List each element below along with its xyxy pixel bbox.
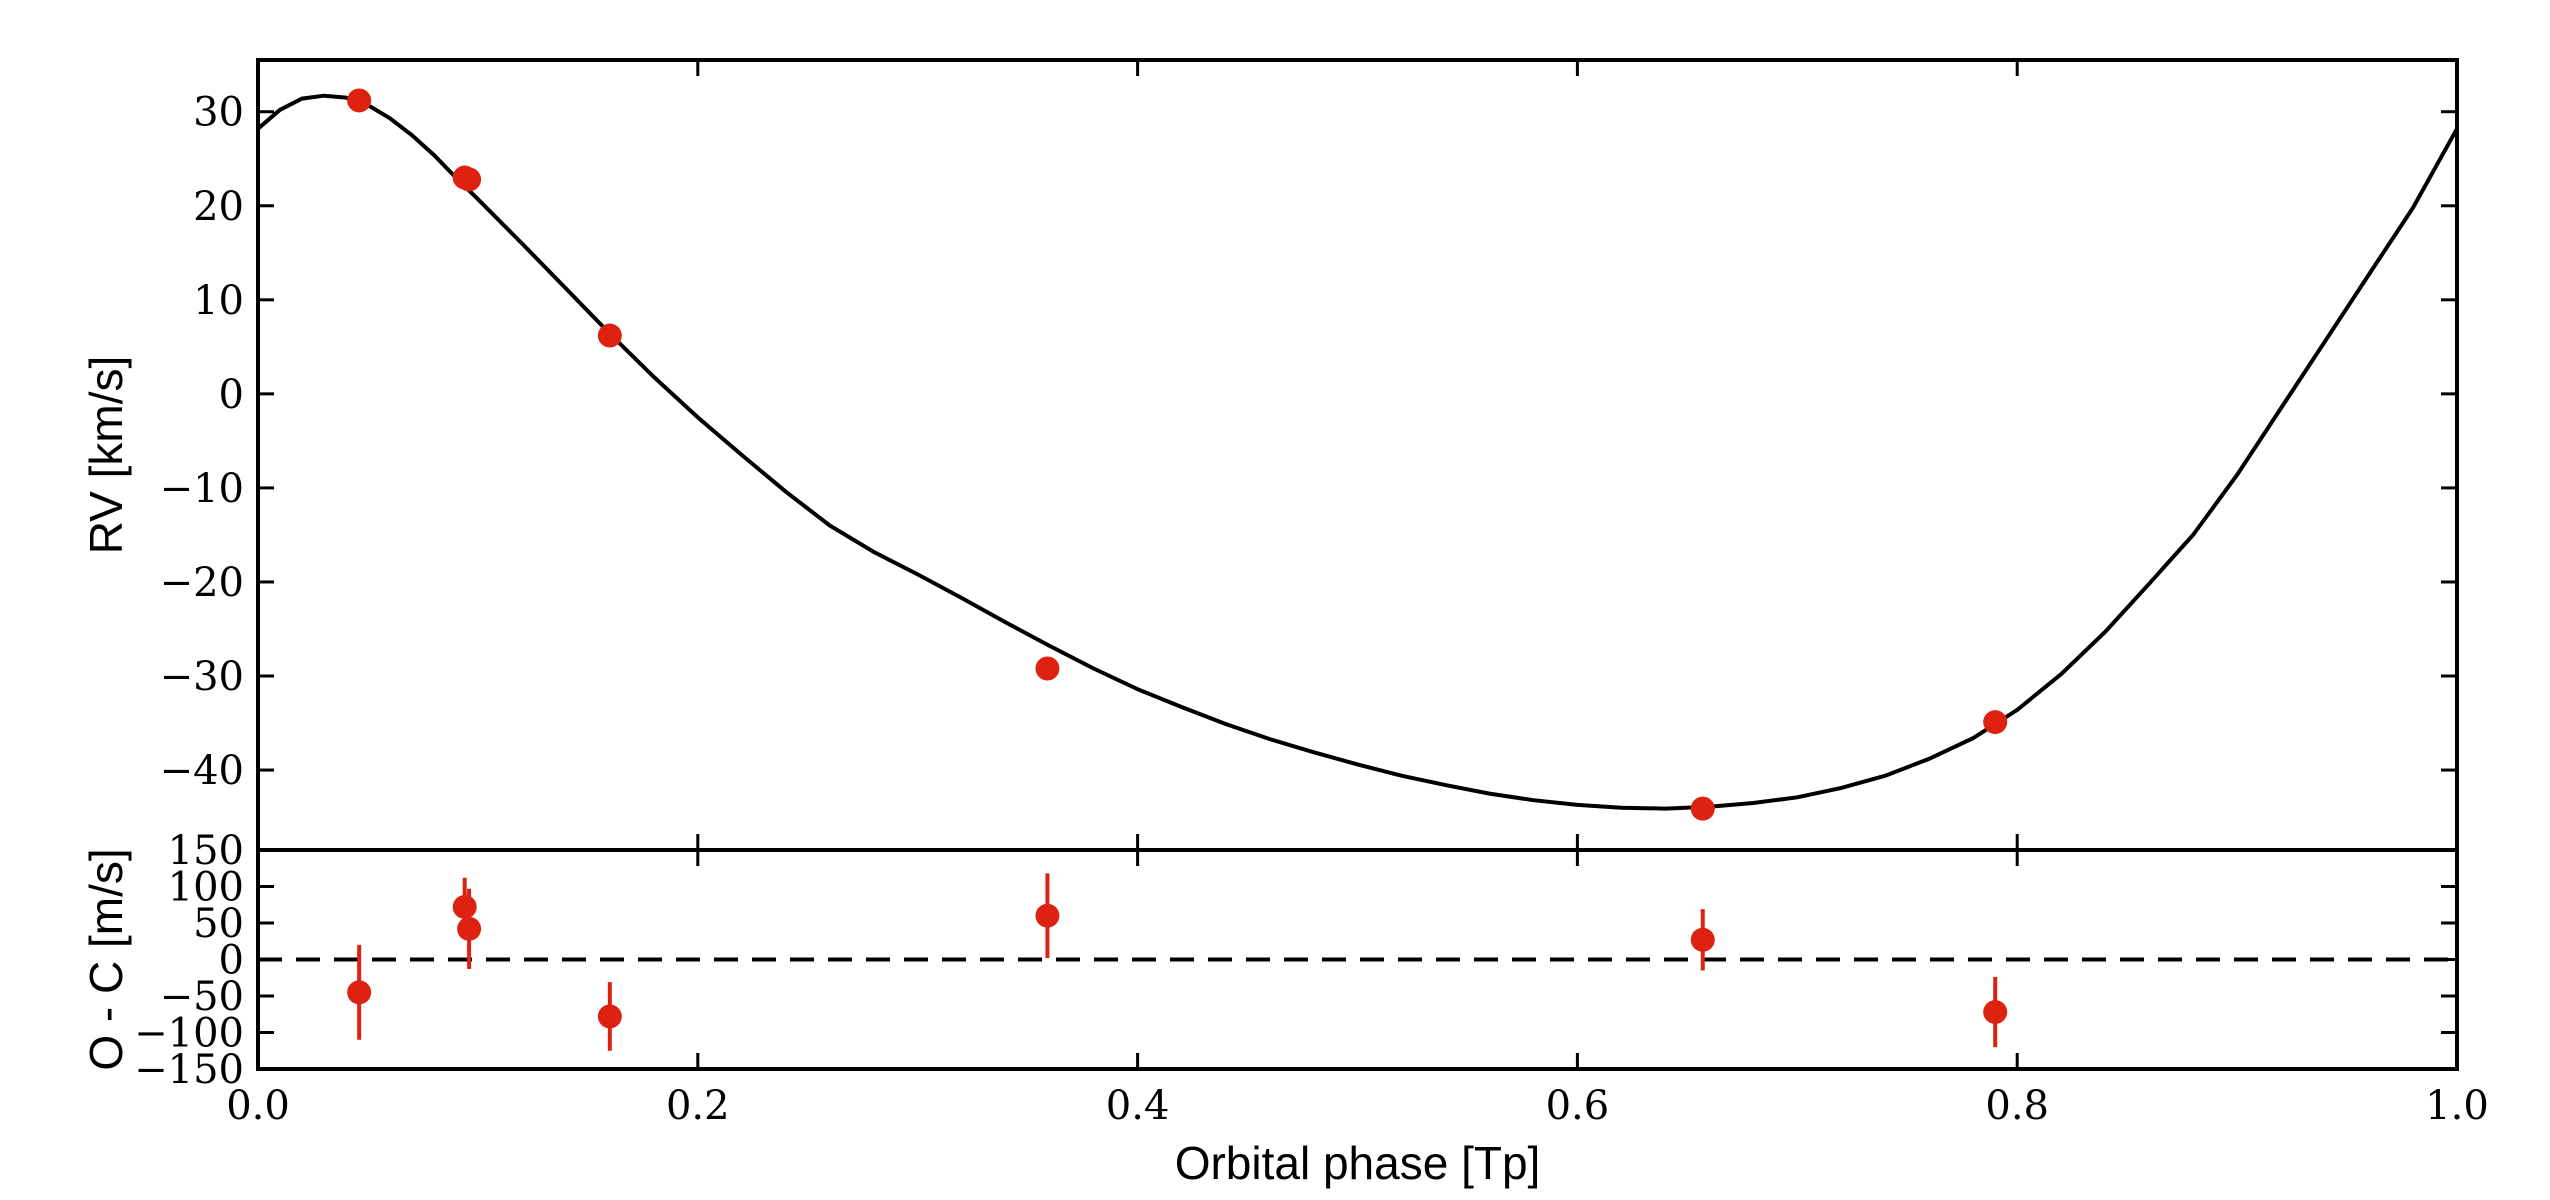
rv-data-point (1690, 796, 1715, 821)
rv-y-tick-label: 30 (193, 90, 244, 136)
x-tick-label: 0.0 (226, 1083, 290, 1129)
residuals-y-tick-label: 100 (168, 865, 244, 911)
residual-data-point (1035, 903, 1060, 928)
rv-panel: 30 20 10 0 −10 −20 −30 −40 RV [km/s] (80, 58, 2459, 852)
residuals-y-tick-label: −50 (160, 974, 244, 1020)
residual-data-point (457, 916, 482, 941)
residual-data-point (597, 1004, 622, 1029)
rv-data-point (457, 167, 482, 192)
x-tick-label: 0.2 (666, 1083, 730, 1129)
rv-y-tick-label: −40 (160, 748, 244, 794)
x-tick-labels: 0.0 0.2 0.4 0.6 0.8 1.0 (226, 1083, 2489, 1129)
residual-data-point (1690, 927, 1715, 952)
rv-y-tick-label: 0 (219, 372, 244, 418)
residuals-y-tick-label: 0 (219, 938, 244, 984)
rv-y-tick-label: 20 (193, 184, 244, 230)
residuals-y-tick-label: −100 (134, 1011, 244, 1057)
x-axis-label: Orbital phase [Tp] (1175, 1137, 1541, 1189)
x-tick-label: 0.8 (1985, 1083, 2049, 1129)
residuals-y-axis-label: O - C [m/s] (80, 848, 132, 1070)
residual-data-point (452, 894, 477, 919)
rv-data-point (1983, 710, 2008, 735)
residual-data-point (347, 980, 372, 1005)
rv-data-points (347, 88, 2008, 821)
residual-data-point (1983, 1000, 2008, 1025)
residuals-y-tick-label: 50 (193, 901, 244, 947)
rv-y-tick-label: −10 (160, 466, 244, 512)
rv-data-point (1035, 656, 1060, 681)
residuals-plot-frame (256, 848, 2459, 1071)
residuals-y-tick-label: 150 (168, 828, 244, 874)
residuals-y-tick-label: −150 (134, 1047, 244, 1093)
rv-y-axis-label: RV [km/s] (80, 356, 132, 555)
rv-y-tick-labels: 30 20 10 0 −10 −20 −30 −40 (160, 90, 244, 794)
x-tick-label: 0.4 (1106, 1083, 1170, 1129)
x-tick-label: 1.0 (2425, 1083, 2489, 1129)
rv-data-point (347, 88, 372, 113)
residual-data-points (347, 873, 2008, 1051)
rv-y-tick-label: −30 (160, 654, 244, 700)
x-tick-label: 0.6 (1546, 1083, 1610, 1129)
rv-y-tick-label: −20 (160, 560, 244, 606)
rv-data-point (597, 323, 622, 348)
rv-y-tick-label: 10 (193, 278, 244, 324)
